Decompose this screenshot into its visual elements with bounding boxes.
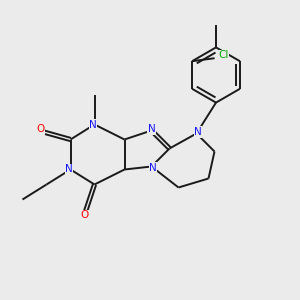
- Text: N: N: [65, 164, 73, 175]
- Text: N: N: [89, 119, 97, 130]
- Text: N: N: [194, 127, 202, 137]
- Text: N: N: [149, 163, 157, 173]
- Text: N: N: [148, 124, 155, 134]
- Text: O: O: [80, 210, 88, 220]
- Text: O: O: [36, 124, 45, 134]
- Text: Cl: Cl: [218, 50, 229, 60]
